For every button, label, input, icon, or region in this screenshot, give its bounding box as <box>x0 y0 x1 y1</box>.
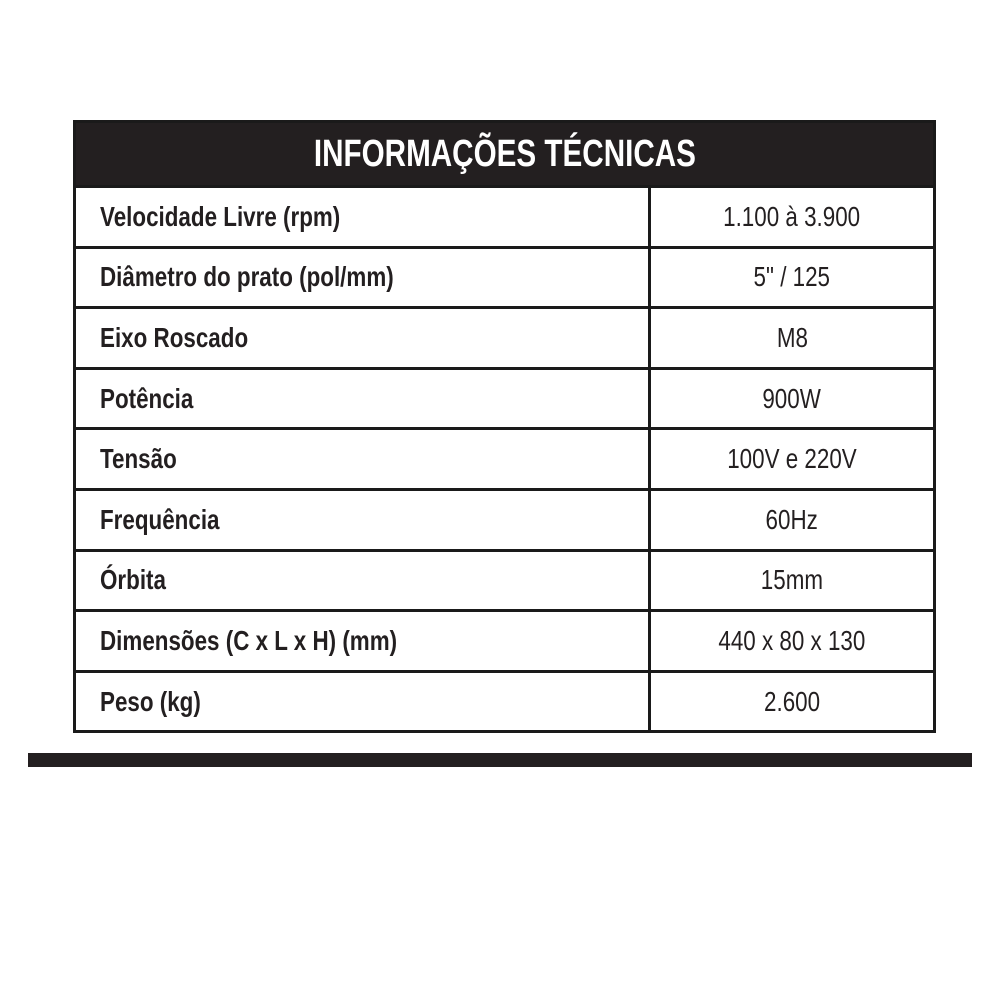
spec-label: Diâmetro do prato (pol/mm) <box>100 261 394 293</box>
spec-label: Dimensões (C x L x H) (mm) <box>100 624 398 656</box>
spec-value: 440 x 80 x 130 <box>718 624 866 656</box>
spec-value-cell: M8 <box>651 309 933 367</box>
spec-value-cell: 15mm <box>651 552 933 610</box>
spec-label-cell: Tensão <box>76 430 651 488</box>
spec-label-cell: Peso (kg) <box>76 672 651 731</box>
table-row: Dimensões (C x L x H) (mm) 440 x 80 x 130 <box>76 609 933 670</box>
spec-value: 900W <box>762 382 822 414</box>
table-row: Potência 900W <box>76 366 933 428</box>
spec-value: 2.600 <box>763 685 821 717</box>
spec-value-cell: 1.100 à 3.900 <box>651 188 933 246</box>
spec-label: Frequência <box>100 503 220 535</box>
table-header: INFORMAÇÕES TÉCNICAS <box>76 123 933 185</box>
table-row: Diâmetro do prato (pol/mm) 5" / 125 <box>76 245 933 307</box>
spec-value-cell: 900W <box>651 370 933 428</box>
spec-label-cell: Potência <box>76 369 651 428</box>
spec-value-cell: 60Hz <box>651 491 933 549</box>
table-row: Velocidade Livre (rpm) 1.100 à 3.900 <box>76 185 933 246</box>
table-row: Peso (kg) 2.600 <box>76 669 933 731</box>
spec-value-cell: 440 x 80 x 130 <box>651 612 933 670</box>
divider-bar <box>28 753 972 767</box>
spec-label-cell: Frequência <box>76 490 651 549</box>
table-row: Frequência 60Hz <box>76 487 933 549</box>
table-row: Órbita 15mm <box>76 548 933 610</box>
spec-label: Velocidade Livre (rpm) <box>100 200 341 232</box>
spec-label-cell: Eixo Roscado <box>76 309 651 367</box>
spec-value-cell: 5" / 125 <box>651 249 933 307</box>
spec-label: Peso (kg) <box>100 685 201 717</box>
spec-label-cell: Órbita <box>76 551 651 610</box>
spec-label: Tensão <box>100 443 177 475</box>
spec-value: 1.100 à 3.900 <box>723 200 861 232</box>
spec-label: Potência <box>100 382 194 414</box>
spec-value-cell: 2.600 <box>651 673 933 731</box>
table-row: Eixo Roscado M8 <box>76 306 933 367</box>
table-row: Tensão 100V e 220V <box>76 427 933 488</box>
spec-value: 15mm <box>760 564 824 596</box>
spec-value: 100V e 220V <box>727 443 857 475</box>
table-title: INFORMAÇÕES TÉCNICAS <box>313 132 696 175</box>
spec-label-cell: Velocidade Livre (rpm) <box>76 188 651 246</box>
specs-table: INFORMAÇÕES TÉCNICAS Velocidade Livre (r… <box>73 120 936 734</box>
spec-label: Eixo Roscado <box>100 321 249 353</box>
spec-value: M8 <box>776 321 808 353</box>
spec-label-cell: Diâmetro do prato (pol/mm) <box>76 248 651 307</box>
spec-value: 60Hz <box>765 503 819 535</box>
spec-label-cell: Dimensões (C x L x H) (mm) <box>76 612 651 670</box>
spec-label: Órbita <box>100 564 166 596</box>
spec-value-cell: 100V e 220V <box>651 430 933 488</box>
spec-value: 5" / 125 <box>753 261 831 293</box>
